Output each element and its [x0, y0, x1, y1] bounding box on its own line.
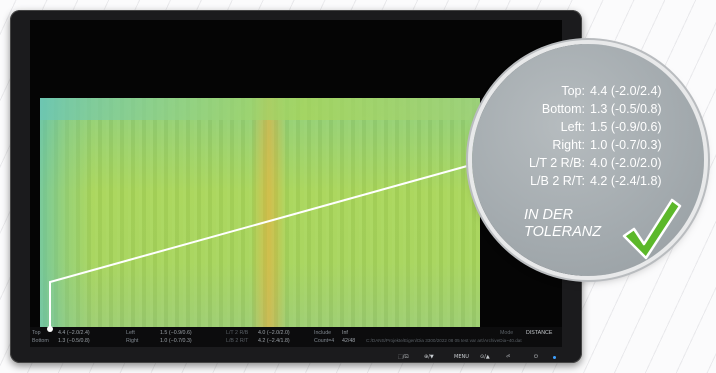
measurement-label: Top: [561, 84, 585, 98]
measurement-callout: Top: 4.4 (-2.0/2.4) Bottom: 1.3 (-0.5/0.… [472, 44, 704, 276]
status-lt2rb-value: 4.0 (−2.0/2.0) [258, 330, 290, 336]
status-count-value: 42/48 [342, 338, 356, 344]
measurement-row: L/T 2 R/B: 4.0 (-2.0/2.0) [472, 156, 704, 171]
measurement-value: 1.5 (-0.9/0.6) [590, 120, 662, 134]
status-bottom-value: 1.3 (−0.5/0.8) [58, 338, 90, 344]
power-button[interactable]: ⏻ [534, 354, 538, 360]
tolerance-line-1: IN DER [524, 207, 574, 223]
checkmark-icon [622, 198, 682, 260]
measurement-value: 4.0 (-2.0/2.0) [590, 156, 662, 170]
status-include-label: Include [314, 330, 332, 336]
status-lb2rt-value: 4.2 (−2.4/1.8) [258, 338, 290, 344]
menu-button[interactable]: MENU [454, 354, 469, 360]
measurement-row: Left: 1.5 (-0.9/0.6) [472, 120, 704, 135]
measurement-label: L/T 2 R/B: [528, 156, 585, 170]
status-lb2rt-label: L/B 2 R/T [226, 338, 249, 344]
tolerance-status: IN DER TOLERANZ [524, 207, 601, 241]
measurement-row: Top: 4.4 (-2.0/2.4) [472, 84, 704, 99]
measurement-row: L/B 2 R/T: 4.2 (-2.4/1.8) [472, 174, 704, 189]
brightness-up-button[interactable]: ⊙/▲ [480, 354, 490, 360]
brightness-down-button[interactable]: ⊕/▼ [424, 354, 434, 360]
status-mode-label: Mode [500, 330, 514, 336]
power-led-icon [553, 356, 556, 359]
status-top-label: Top [32, 330, 41, 336]
uniformity-heatmap [40, 98, 480, 333]
measurement-label: Right: [552, 138, 585, 152]
status-right-value: 1.0 (−0.7/0.3) [160, 338, 192, 344]
status-distance-label: DISTANCE [526, 330, 553, 336]
status-top-value: 4.4 (−2.0/2.4) [58, 330, 90, 336]
status-left-label: Left [126, 330, 135, 336]
status-left-value: 1.5 (−0.9/0.6) [160, 330, 192, 336]
status-lt2rb-label: L/T 2 R/B [226, 330, 249, 336]
status-bottom-label: Bottom [32, 338, 49, 344]
status-right-label: Right [126, 338, 139, 344]
measurement-value: 1.3 (-0.5/0.8) [590, 102, 662, 116]
status-file-path: C:/DANS/Projekte/Eigen/Dia 3300/2022 08 … [366, 338, 522, 343]
measurement-value: 1.0 (-0.7/0.3) [590, 138, 662, 152]
enter-button[interactable]: ⏎ [506, 354, 511, 360]
measurement-value: 4.4 (-2.0/2.4) [590, 84, 662, 98]
measurement-label: Left: [560, 120, 585, 134]
measurement-row: Bottom: 1.3 (-0.5/0.8) [472, 102, 704, 117]
input-select-button[interactable]: ⬚/⊡ [398, 354, 409, 360]
measurement-value: 4.2 (-2.4/1.8) [590, 174, 662, 188]
tolerance-line-2: TOLERANZ [524, 224, 602, 240]
measurement-label: L/B 2 R/T: [530, 174, 585, 188]
status-include-value: Inf [342, 330, 348, 336]
measurement-label: Bottom: [541, 102, 585, 116]
status-bar: Top 4.4 (−2.0/2.4) Bottom 1.3 (−0.5/0.8)… [30, 327, 562, 347]
measurement-row: Right: 1.0 (-0.7/0.3) [472, 138, 704, 153]
status-count-label: Count=4 [314, 338, 335, 344]
